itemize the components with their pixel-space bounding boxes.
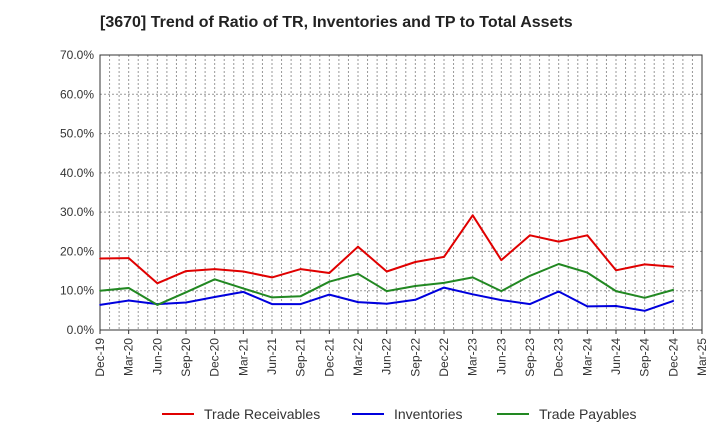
- data-point-inventories: [557, 290, 560, 293]
- data-point-trade-receivables: [213, 268, 216, 270]
- x-tick-label: Mar-23: [466, 338, 480, 376]
- x-tick-label: Dec-21: [322, 338, 336, 377]
- data-point-inventories: [213, 296, 216, 298]
- legend-label: Trade Receivables: [204, 406, 320, 422]
- x-tick-label: Sep-20: [179, 338, 193, 377]
- x-tick-label: Mar-20: [122, 338, 136, 376]
- x-tick-label: Dec-22: [437, 338, 451, 377]
- data-point-trade-payables: [672, 289, 675, 291]
- data-point-trade-payables: [299, 295, 302, 298]
- data-point-trade-payables: [99, 289, 101, 292]
- x-tick-label: Mar-21: [236, 338, 250, 376]
- x-tick-label: Sep-21: [294, 338, 308, 377]
- data-point-trade-receivables: [443, 256, 445, 258]
- y-tick-label: 0.0%: [67, 323, 95, 337]
- data-point-trade-receivables: [586, 234, 589, 237]
- data-point-trade-payables: [414, 285, 417, 287]
- data-point-trade-receivables: [414, 261, 417, 263]
- data-point-inventories: [127, 299, 130, 302]
- y-tick-label: 70.0%: [60, 48, 94, 62]
- data-point-trade-payables: [271, 296, 273, 299]
- x-tick-label: Jun-23: [494, 338, 508, 375]
- data-point-inventories: [99, 304, 101, 306]
- data-point-trade-receivables: [500, 259, 503, 261]
- data-point-inventories: [672, 300, 675, 302]
- x-tick-label: Sep-22: [408, 338, 422, 377]
- data-point-trade-receivables: [615, 269, 617, 272]
- x-tick-label: Mar-25: [695, 338, 709, 376]
- y-tick-label: 60.0%: [60, 87, 94, 101]
- data-point-trade-payables: [643, 296, 646, 299]
- data-point-trade-payables: [127, 287, 130, 289]
- data-point-trade-payables: [213, 278, 216, 281]
- data-point-trade-payables: [156, 304, 159, 306]
- data-point-inventories: [643, 309, 646, 312]
- data-point-inventories: [414, 298, 417, 301]
- x-tick-label: Jun-22: [380, 338, 394, 375]
- data-point-trade-payables: [529, 274, 531, 277]
- data-point-trade-payables: [385, 290, 388, 292]
- y-tick-label: 50.0%: [60, 127, 94, 141]
- data-point-trade-receivables: [328, 272, 331, 274]
- data-point-inventories: [586, 305, 589, 308]
- x-tick-label: Dec-20: [208, 338, 222, 377]
- data-point-trade-receivables: [299, 268, 302, 270]
- data-point-trade-receivables: [242, 270, 245, 273]
- y-tick-label: 30.0%: [60, 205, 94, 219]
- x-tick-label: Sep-23: [523, 338, 537, 377]
- data-point-trade-receivables: [557, 240, 560, 243]
- x-tick-label: Dec-23: [552, 338, 566, 377]
- data-point-trade-receivables: [385, 270, 388, 273]
- x-tick-label: Mar-22: [351, 338, 365, 376]
- data-point-trade-receivables: [99, 257, 101, 260]
- x-tick-label: Dec-24: [666, 338, 680, 377]
- data-point-trade-payables: [328, 280, 331, 283]
- data-point-inventories: [357, 301, 359, 303]
- data-point-inventories: [443, 286, 445, 289]
- data-point-trade-payables: [185, 291, 187, 294]
- data-point-trade-payables: [443, 282, 445, 284]
- data-point-trade-receivables: [672, 265, 675, 268]
- data-point-trade-payables: [586, 271, 589, 274]
- y-tick-label: 10.0%: [60, 284, 94, 298]
- data-point-inventories: [471, 293, 474, 296]
- data-point-trade-payables: [557, 263, 560, 265]
- data-point-inventories: [529, 303, 531, 305]
- y-tick-label: 20.0%: [60, 244, 94, 258]
- data-point-trade-payables: [242, 287, 245, 290]
- data-point-inventories: [615, 305, 617, 307]
- data-point-trade-receivables: [471, 214, 474, 217]
- data-point-inventories: [271, 303, 273, 305]
- data-point-trade-receivables: [127, 257, 130, 259]
- data-point-trade-receivables: [357, 245, 359, 248]
- x-tick-label: Mar-24: [580, 338, 594, 376]
- data-point-inventories: [242, 291, 245, 293]
- y-tick-label: 40.0%: [60, 166, 94, 180]
- data-point-trade-payables: [615, 290, 617, 292]
- plot-frame: [99, 54, 703, 331]
- x-tick-label: Jun-21: [265, 338, 279, 375]
- data-point-trade-receivables: [643, 263, 646, 266]
- x-tick-label: Jun-20: [150, 338, 164, 375]
- data-point-inventories: [328, 293, 331, 296]
- data-point-trade-payables: [500, 290, 503, 292]
- legend-label: Trade Payables: [539, 406, 637, 422]
- x-tick-label: Dec-19: [93, 338, 107, 377]
- data-point-trade-receivables: [529, 234, 531, 237]
- data-point-trade-receivables: [156, 282, 159, 285]
- data-point-trade-receivables: [271, 276, 273, 279]
- x-tick-label: Sep-24: [638, 338, 652, 377]
- data-point-inventories: [500, 299, 503, 301]
- data-point-inventories: [185, 301, 187, 304]
- data-point-trade-receivables: [185, 270, 187, 272]
- data-point-inventories: [299, 303, 302, 305]
- legend-label: Inventories: [394, 406, 462, 422]
- data-point-trade-payables: [357, 273, 359, 275]
- x-tick-label: Jun-24: [609, 338, 623, 375]
- data-point-inventories: [385, 302, 388, 305]
- chart-title: [3670] Trend of Ratio of TR, Inventories…: [100, 14, 573, 31]
- data-point-trade-payables: [471, 276, 474, 279]
